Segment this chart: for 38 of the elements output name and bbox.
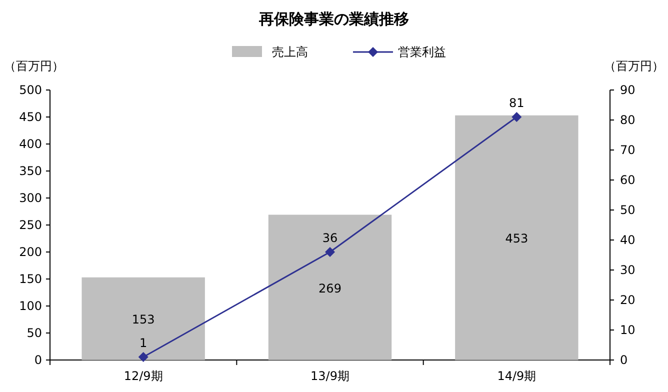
title: 再保険事業の業績推移 [259, 10, 409, 28]
x-tick-label: 12/9期 [124, 369, 163, 383]
y2-tick-label: 90 [620, 83, 636, 97]
y-tick-label: 450 [19, 110, 42, 124]
x-tick-label: 14/9期 [497, 369, 536, 383]
point [512, 112, 522, 122]
y-tick-label: 350 [19, 164, 42, 178]
legend-label: 営業利益 [398, 45, 446, 59]
y-tick-label: 150 [19, 272, 42, 286]
y2-tick-label: 40 [620, 233, 636, 247]
data-label: 453 [505, 232, 528, 246]
y2-tick-label: 10 [620, 323, 636, 337]
y-tick-label: 0 [34, 353, 42, 367]
y-tick-label: 200 [19, 245, 42, 259]
y2-tick-label: 60 [620, 173, 636, 187]
y2-axis-title: （百万円） [604, 59, 664, 73]
data-label: 81 [509, 96, 524, 110]
y-tick-label: 100 [19, 299, 42, 313]
y-axis-title: （百万円） [4, 59, 64, 73]
y-tick-label: 250 [19, 218, 42, 232]
y2-tick-label: 30 [620, 263, 636, 277]
y-tick-label: 500 [19, 83, 42, 97]
y-tick-label: 300 [19, 191, 42, 205]
y-tick-label: 50 [26, 326, 42, 340]
x-tick-label: 13/9期 [310, 369, 350, 383]
y-tick-label: 400 [19, 137, 42, 151]
legend-label: 売上高 [272, 45, 308, 59]
y2-tick-label: 70 [620, 143, 636, 157]
data-label: 36 [322, 231, 338, 245]
point [325, 247, 335, 257]
data-label: 1 [140, 336, 148, 350]
y2-tick-label: 80 [620, 113, 636, 127]
y2-tick-label: 20 [620, 293, 636, 307]
y2-tick-label: 50 [620, 203, 636, 217]
data-label: 269 [318, 281, 342, 296]
point [138, 352, 148, 362]
data-label: 153 [132, 312, 155, 327]
y2-tick-label: 0 [620, 353, 628, 367]
